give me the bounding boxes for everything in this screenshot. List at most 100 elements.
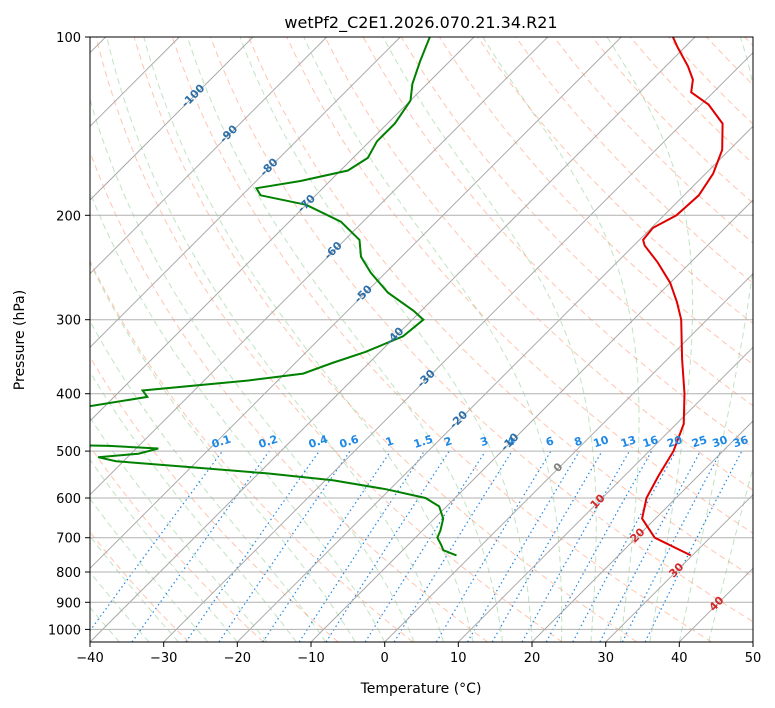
mixing-ratio-label: 0.6: [338, 432, 361, 450]
mixing-ratio-label: 25: [690, 433, 709, 450]
mixing-ratio-line: [435, 450, 552, 642]
mixing-ratio-label: 0.4: [307, 432, 330, 450]
isotherm-label: -60: [322, 239, 345, 262]
mixing-ratio-label: 13: [619, 433, 638, 450]
isotherm-line: [163, 51, 753, 642]
x-tick-label: 30: [597, 651, 614, 666]
x-tick-label: 40: [671, 651, 688, 666]
mixing-ratio-lines: [90, 450, 743, 642]
isotherm-label: -90: [217, 122, 240, 145]
moist-adiabat-line: [606, 37, 694, 642]
mixing-ratio-line: [545, 450, 653, 642]
isotherm-label: 40: [707, 594, 727, 614]
mixing-ratio-label: 2: [442, 434, 453, 449]
isotherm-line: [384, 272, 753, 642]
mixing-ratio-label: 10: [592, 433, 611, 450]
isotherm-label: 10: [588, 491, 608, 511]
y-tick-label: 200: [56, 209, 81, 224]
dry-adiabat-line: [515, 37, 753, 284]
moist-adiabat-line: [90, 497, 209, 642]
chart-title: wetPf2_C2E1.2026.070.21.34.R21: [284, 13, 557, 33]
mixing-ratio-line: [364, 450, 486, 642]
x-tick-label: 10: [450, 651, 467, 666]
isotherm-line: [310, 199, 753, 642]
isotherm-line: [90, 37, 549, 496]
dry-adiabat-line: [553, 37, 753, 244]
isotherm-label: -20: [447, 408, 470, 431]
isotherm-label: -80: [257, 155, 280, 178]
mixing-ratio-line: [262, 450, 392, 642]
mixing-ratio-line: [131, 450, 270, 642]
moist-adiabat-line: [187, 37, 503, 642]
x-tick-label: −10: [297, 651, 324, 666]
moist-adiabat-line: [90, 261, 356, 642]
moist-adiabat-line: [482, 37, 640, 642]
moist-adiabat-line: [90, 416, 268, 642]
isotherm-label: -40: [383, 324, 406, 347]
mixing-ratio-label: 0.1: [210, 433, 233, 451]
mixing-ratio-label: 36: [731, 433, 750, 450]
mixing-ratio-line: [644, 450, 743, 642]
moist-adiabat-line: [90, 370, 297, 642]
mixing-ratio-line: [90, 450, 223, 632]
x-tick-label: −20: [224, 651, 251, 666]
y-tick-label: 100: [56, 31, 81, 46]
x-axis-label: Temperature (°C): [360, 681, 482, 697]
isotherm-line: [457, 346, 753, 642]
isotherm-line: [236, 125, 753, 642]
isotherm-line: [90, 37, 254, 201]
x-tick-label: 20: [524, 651, 541, 666]
y-tick-label: 500: [56, 445, 81, 460]
dry-adiabat-line: [324, 37, 753, 491]
mixing-ratio-label: 30: [711, 433, 730, 450]
dry-adiabat-line: [210, 37, 753, 623]
mixing-ratio-line: [599, 450, 702, 642]
dry-adiabat-line: [90, 531, 190, 642]
isotherm-label: -30: [415, 367, 438, 390]
isotherm-line: [90, 37, 696, 642]
dewpoint-line: [90, 37, 457, 557]
y-axis-label: Pressure (hPa): [12, 290, 28, 390]
moist-adiabat-line: [90, 535, 179, 642]
mixing-ratio-label: 6: [544, 434, 556, 449]
dry-adiabat-line: [90, 150, 488, 642]
mixing-ratio-line: [185, 450, 320, 642]
mixing-ratio-line: [298, 450, 425, 642]
temperature-line: [641, 37, 724, 557]
dry-adiabat-line: [133, 37, 638, 642]
plot-frame: [89, 36, 754, 643]
isotherm-grid: [90, 37, 753, 642]
dry-adiabat-line: [744, 37, 753, 47]
isotherm-line: [90, 37, 622, 570]
isotherm-line: [90, 37, 328, 275]
y-tick-label: 1000: [48, 623, 81, 638]
moist-adiabat-line: [90, 320, 327, 642]
isotherm-line: [678, 567, 753, 642]
dry-adiabat-line: [438, 37, 753, 366]
mixing-ratio-label: 1: [384, 434, 395, 449]
y-tick-label: 900: [56, 596, 81, 611]
x-tick-label: −40: [76, 651, 103, 666]
dry-adiabat-line: [286, 37, 753, 534]
moist-adiabat-line: [678, 37, 753, 642]
isotherm-label: 20: [628, 525, 648, 545]
y-tick-label: 300: [56, 314, 81, 329]
dry-adiabat-line: [95, 37, 563, 642]
isotherm-line: [90, 37, 401, 349]
dry-adiabat-line: [90, 445, 264, 642]
isotherm-label: -50: [352, 282, 375, 305]
isotherm-line: [531, 420, 753, 642]
y-tick-label: 800: [56, 566, 81, 581]
mixing-ratio-line: [466, 450, 580, 642]
moist-adiabat-line: [90, 571, 150, 642]
mixing-ratio-line: [325, 450, 450, 642]
pressure-grid: [90, 37, 753, 630]
x-tick-label: −30: [150, 651, 177, 666]
moist-adiabat-line: [239, 37, 533, 642]
sounding-series: [90, 37, 724, 557]
isotherm-label: -10: [498, 430, 521, 453]
mixing-ratio-label: 4: [505, 434, 517, 449]
x-axis: −40 −30 −20 −10 0 10 20 30 40 50: [76, 642, 761, 666]
mixing-ratio-label: 0.2: [257, 433, 280, 451]
y-tick-label: 600: [56, 492, 81, 507]
